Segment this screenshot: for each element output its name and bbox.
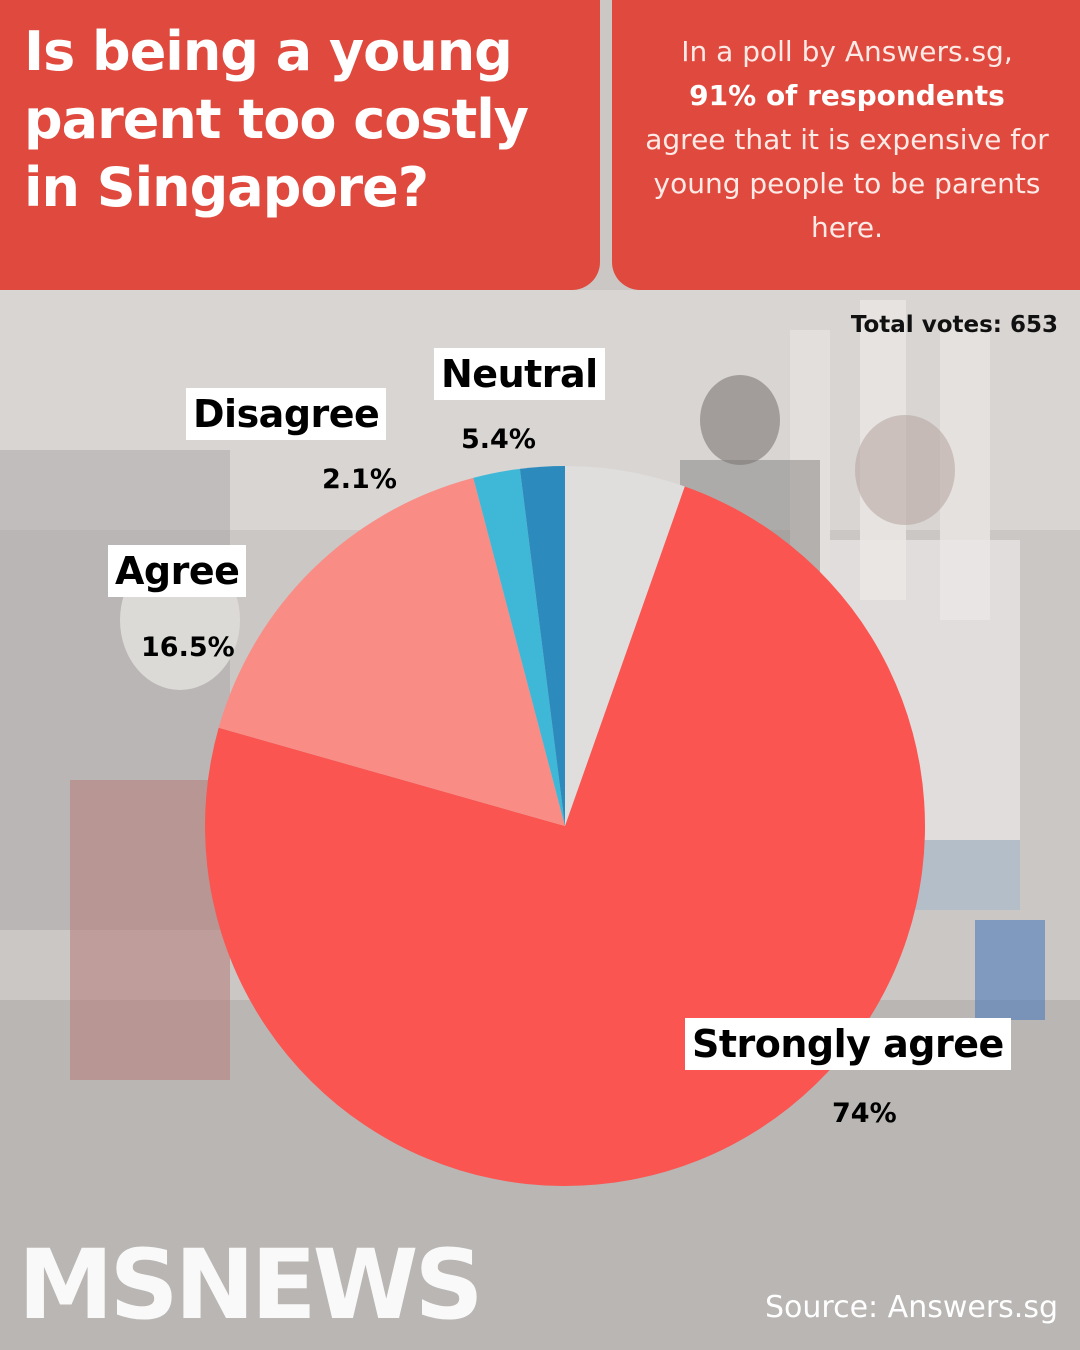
intro-banner: In a poll by Answers.sg, 91% of responde… xyxy=(612,0,1080,290)
label-disagree: Disagree xyxy=(186,388,387,440)
pie-slice-neutral xyxy=(565,466,685,826)
pie-slice-disagree xyxy=(473,468,565,826)
value-agree: 16.5% xyxy=(141,632,235,663)
intro-part2: agree that it is expensive for young peo… xyxy=(645,123,1049,244)
intro-part1: In a poll by Answers.sg, xyxy=(681,35,1013,68)
intro-text: In a poll by Answers.sg, 91% of responde… xyxy=(632,30,1062,250)
pie-slice-strongly-disagree xyxy=(519,466,565,826)
label-strongly-agree: Strongly agree xyxy=(685,1018,1011,1070)
intro-highlight: 91% of respondents xyxy=(689,79,1005,112)
msnews-logo: MSNEWS xyxy=(18,1232,484,1332)
chart-title: Is being a young parent too costly in Si… xyxy=(24,20,529,219)
pie-slice-agree xyxy=(218,477,566,826)
label-agree: Agree xyxy=(108,545,247,597)
value-strongly-agree: 74% xyxy=(832,1098,897,1129)
pie-slice-strongly-agree xyxy=(205,486,926,1186)
value-neutral: 5.4% xyxy=(461,424,536,455)
total-votes: Total votes: 653 xyxy=(850,312,1058,338)
title-banner: Is being a young parent too costly in Si… xyxy=(0,0,600,290)
label-neutral: Neutral xyxy=(434,348,605,400)
value-disagree: 2.1% xyxy=(322,464,397,495)
logo-text: MSNEWS xyxy=(18,1232,480,1332)
source-note: Source: Answers.sg xyxy=(764,1290,1058,1325)
